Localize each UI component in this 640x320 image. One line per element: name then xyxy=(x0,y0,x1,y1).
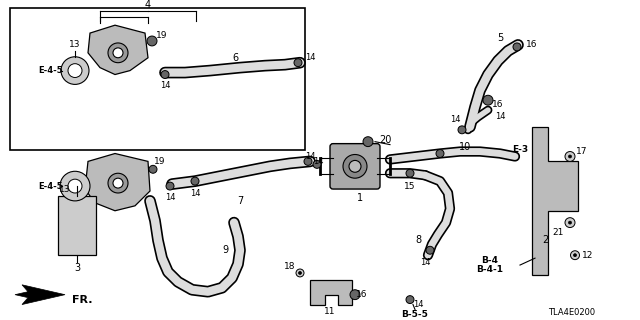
Circle shape xyxy=(426,246,434,254)
Text: 17: 17 xyxy=(576,147,588,156)
Text: 14: 14 xyxy=(313,157,323,166)
Circle shape xyxy=(147,36,157,46)
Circle shape xyxy=(61,57,89,84)
Text: 14: 14 xyxy=(189,189,200,198)
Text: 14: 14 xyxy=(164,193,175,203)
Circle shape xyxy=(294,59,302,67)
Text: 20: 20 xyxy=(379,135,391,145)
Polygon shape xyxy=(532,127,578,275)
Circle shape xyxy=(149,165,157,173)
Circle shape xyxy=(166,182,174,190)
Text: 14: 14 xyxy=(305,152,316,161)
Text: 14: 14 xyxy=(450,116,460,124)
Text: 13: 13 xyxy=(69,40,81,49)
Circle shape xyxy=(573,254,577,257)
Text: E-3: E-3 xyxy=(512,145,528,154)
Circle shape xyxy=(68,179,82,193)
Text: 14: 14 xyxy=(160,81,170,90)
Text: B-4-1: B-4-1 xyxy=(477,266,504,275)
Circle shape xyxy=(304,157,312,165)
FancyBboxPatch shape xyxy=(330,144,380,189)
Circle shape xyxy=(113,48,123,58)
Text: 6: 6 xyxy=(232,53,238,63)
Circle shape xyxy=(483,95,493,105)
Text: 4: 4 xyxy=(145,0,151,11)
Text: 5: 5 xyxy=(497,33,503,43)
Text: 21: 21 xyxy=(552,228,564,237)
Circle shape xyxy=(568,221,572,224)
Circle shape xyxy=(313,160,321,168)
Text: 1: 1 xyxy=(357,193,363,203)
Polygon shape xyxy=(88,25,148,75)
Text: 19: 19 xyxy=(156,30,168,40)
Circle shape xyxy=(113,178,123,188)
Circle shape xyxy=(565,218,575,228)
Circle shape xyxy=(68,64,82,77)
Circle shape xyxy=(108,43,128,63)
Text: B-5-5: B-5-5 xyxy=(401,310,428,319)
Text: 16: 16 xyxy=(492,100,504,109)
Circle shape xyxy=(191,177,199,185)
Circle shape xyxy=(343,155,367,178)
Circle shape xyxy=(298,271,301,275)
Text: 14: 14 xyxy=(305,53,316,62)
Circle shape xyxy=(513,43,521,51)
Text: 18: 18 xyxy=(284,261,296,270)
Circle shape xyxy=(570,251,579,260)
Circle shape xyxy=(458,126,466,134)
Text: 12: 12 xyxy=(582,251,594,260)
Text: 16: 16 xyxy=(356,290,368,299)
Text: 16: 16 xyxy=(526,40,538,49)
Text: 14: 14 xyxy=(495,113,505,122)
Circle shape xyxy=(60,171,90,201)
Text: 11: 11 xyxy=(324,307,336,316)
Text: 14: 14 xyxy=(413,300,423,309)
Circle shape xyxy=(350,290,360,300)
Circle shape xyxy=(161,71,169,78)
Circle shape xyxy=(406,296,414,304)
Circle shape xyxy=(565,152,575,161)
Text: 14: 14 xyxy=(420,258,430,267)
Text: 10: 10 xyxy=(459,141,471,152)
Text: 2: 2 xyxy=(542,236,548,245)
Text: 9: 9 xyxy=(222,245,228,255)
Text: 13: 13 xyxy=(60,185,71,194)
Text: FR.: FR. xyxy=(72,295,93,305)
Circle shape xyxy=(406,169,414,177)
Text: E-4-5: E-4-5 xyxy=(38,181,63,191)
Text: TLA4E0200: TLA4E0200 xyxy=(548,308,596,317)
Circle shape xyxy=(108,173,128,193)
Circle shape xyxy=(296,269,304,277)
Polygon shape xyxy=(85,154,150,211)
Bar xyxy=(10,8,305,149)
Text: 19: 19 xyxy=(154,157,166,166)
Text: B-4: B-4 xyxy=(481,256,499,265)
Circle shape xyxy=(363,137,373,147)
Text: 3: 3 xyxy=(74,263,80,273)
Text: 8: 8 xyxy=(415,236,421,245)
Circle shape xyxy=(349,160,361,172)
Polygon shape xyxy=(15,285,65,305)
Polygon shape xyxy=(310,280,352,305)
Text: 7: 7 xyxy=(237,196,243,206)
Bar xyxy=(58,196,96,255)
Text: E-4-5: E-4-5 xyxy=(38,66,63,75)
Circle shape xyxy=(436,149,444,157)
Text: 15: 15 xyxy=(404,181,416,191)
Circle shape xyxy=(568,155,572,158)
